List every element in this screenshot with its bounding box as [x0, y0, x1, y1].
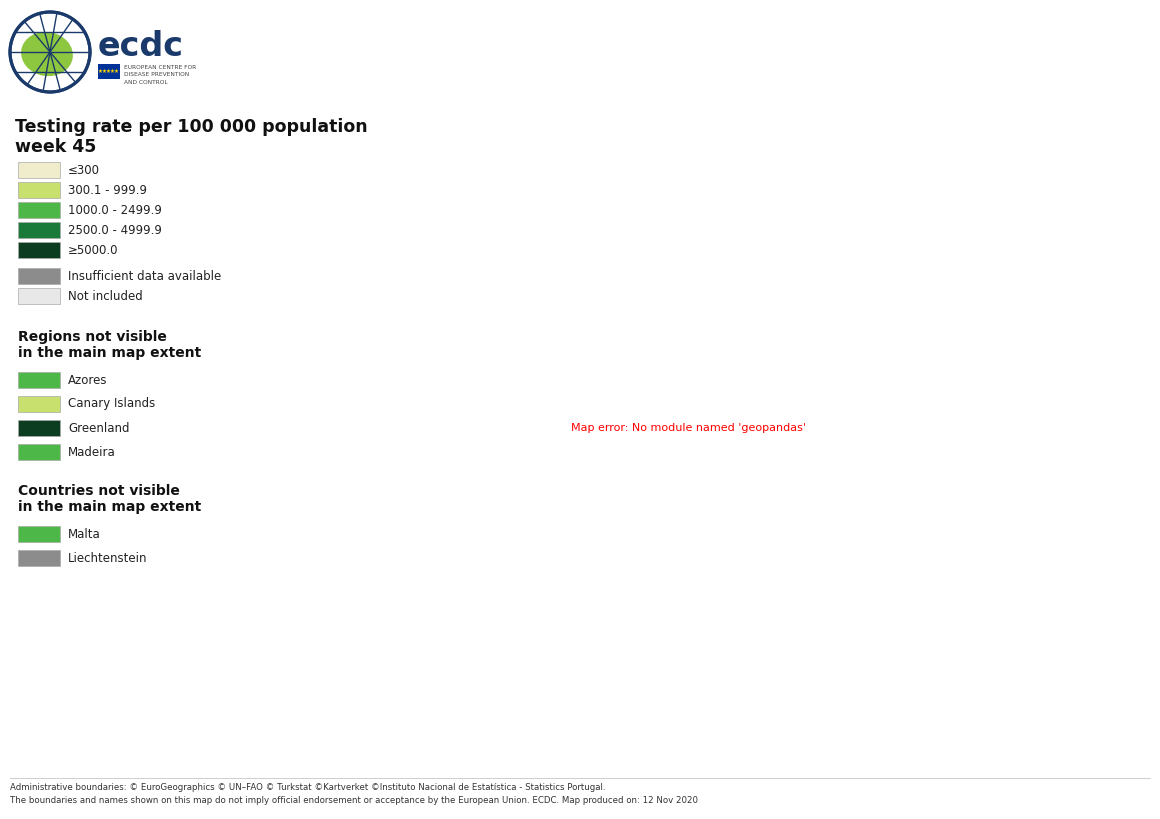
Bar [19, 420, 60, 436]
Text: ★: ★ [99, 69, 103, 74]
Text: Madeira: Madeira [68, 446, 116, 459]
Text: ★: ★ [106, 69, 110, 74]
Text: Testing rate per 100 000 population: Testing rate per 100 000 population [15, 118, 368, 136]
Bar [19, 268, 60, 284]
Text: Map error: No module named 'geopandas': Map error: No module named 'geopandas' [571, 423, 806, 433]
Bar [19, 444, 60, 460]
Text: Insufficient data available: Insufficient data available [68, 269, 222, 283]
Text: EUROPEAN CENTRE FOR
DISEASE PREVENTION
AND CONTROL: EUROPEAN CENTRE FOR DISEASE PREVENTION A… [124, 65, 196, 85]
Text: 300.1 - 999.9: 300.1 - 999.9 [68, 183, 147, 197]
Text: in the main map extent: in the main map extent [19, 346, 201, 360]
Text: Liechtenstein: Liechtenstein [68, 551, 147, 564]
Text: Malta: Malta [68, 527, 101, 541]
Text: ≥5000.0: ≥5000.0 [68, 243, 118, 256]
Text: Not included: Not included [68, 289, 143, 302]
Bar [19, 202, 60, 218]
Text: week 45: week 45 [15, 138, 96, 156]
Bar [19, 396, 60, 412]
Bar [19, 372, 60, 388]
Text: Countries not visible: Countries not visible [19, 484, 180, 498]
Bar [19, 162, 60, 178]
Text: ≤300: ≤300 [68, 164, 100, 177]
Bar [19, 222, 60, 238]
Text: Canary Islands: Canary Islands [68, 397, 155, 410]
Bar [19, 182, 60, 198]
Bar [19, 242, 60, 258]
Text: 2500.0 - 4999.9: 2500.0 - 4999.9 [68, 224, 162, 237]
Text: 1000.0 - 2499.9: 1000.0 - 2499.9 [68, 203, 162, 216]
Text: Regions not visible: Regions not visible [19, 330, 167, 344]
Text: The boundaries and names shown on this map do not imply official endorsement or : The boundaries and names shown on this m… [10, 796, 698, 805]
Text: Administrative boundaries: © EuroGeographics © UN–FAO © Turkstat ©Kartverket ©In: Administrative boundaries: © EuroGeograp… [10, 783, 606, 792]
Ellipse shape [21, 32, 73, 76]
Bar [19, 288, 60, 304]
Bar [19, 550, 60, 566]
Text: Greenland: Greenland [68, 422, 130, 435]
Bar [97, 64, 119, 79]
Bar [19, 526, 60, 542]
Text: ecdc: ecdc [97, 30, 184, 64]
Text: in the main map extent: in the main map extent [19, 500, 201, 514]
Text: ★: ★ [114, 69, 118, 74]
Text: ★: ★ [109, 69, 115, 74]
Text: ★: ★ [102, 69, 107, 74]
Text: Azores: Azores [68, 373, 108, 387]
